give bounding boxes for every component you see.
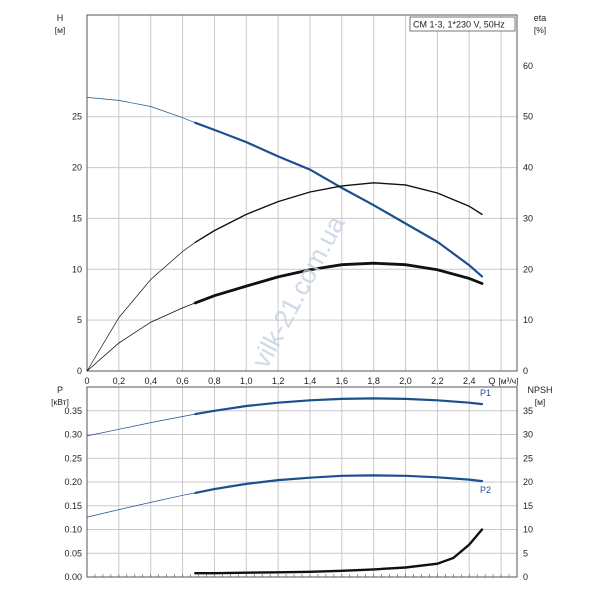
bottom-right-tick-label: 30 [523, 430, 533, 440]
top-x-tick-label: 1,0 [240, 376, 253, 386]
series-top-2-extrapolated-line [86, 302, 196, 372]
top-right-tick-label: 20 [523, 264, 533, 274]
top-right-tick-label: 50 [523, 112, 533, 122]
top-x-tick-label: 1,6 [336, 376, 349, 386]
top-x-tick-label: 1,8 [367, 376, 380, 386]
series-bottom-1-line [194, 474, 484, 494]
bottom-right-tick-label: 10 [523, 525, 533, 535]
top-x-axis-title: Q [488, 376, 495, 386]
top-left-tick-label: 10 [72, 264, 82, 274]
top-left-tick-label: 0 [77, 366, 82, 376]
top-x-tick-label: 0,4 [144, 376, 157, 386]
bottom-right-axis-unit: [м] [535, 397, 546, 407]
top-x-tick-label: 1,4 [304, 376, 317, 386]
series-top-1-extrapolated-line [86, 242, 196, 372]
bottom-left-axis-title: P [57, 385, 63, 395]
power-npsh-panel: 0.00 0.05 0.10 0.15 0.20 0.25 0.30 0.35 0 5 10 15 20… [51, 385, 552, 582]
series-label-p2: P2 [480, 485, 491, 495]
bottom-right-tick-label: 25 [523, 453, 533, 463]
top-left-tick-label: 5 [77, 315, 82, 325]
top-x-tick-label: 2,2 [431, 376, 444, 386]
bottom-left-tick-label: 0.30 [64, 430, 82, 440]
bottom-left-tick-label: 0.25 [64, 453, 82, 463]
series-top-2-line [193, 261, 484, 305]
bottom-right-axis-title: NPSH [527, 385, 552, 395]
top-right-axis-unit: [%] [534, 25, 546, 35]
series-top-0-extrapolated-line [86, 97, 196, 124]
bottom-left-tick-label: 0.15 [64, 501, 82, 511]
series-top-1-line [194, 182, 483, 243]
bottom-left-tick-label: 0.05 [64, 548, 82, 558]
curve-legend-text: CM 1-3, 1*230 V, 50Hz [413, 20, 505, 30]
top-x-tick-label: 1,2 [272, 376, 285, 386]
top-x-tick-label: 2,0 [399, 376, 412, 386]
bottom-left-tick-label: 0.00 [64, 572, 82, 582]
bottom-right-tick-label: 5 [523, 548, 528, 558]
series-bottom-0-extrapolated-line [86, 413, 196, 437]
bottom-right-tick-label: 0 [523, 572, 528, 582]
top-right-tick-label: 0 [523, 366, 528, 376]
top-x-tick-label: 2,4 [463, 376, 476, 386]
top-left-tick-label: 20 [72, 163, 82, 173]
top-left-axis-title: H [57, 13, 64, 23]
watermark-text: vilk-21.com.ua [245, 210, 350, 373]
top-x-tick-label: 0,8 [208, 376, 221, 386]
top-right-tick-label: 30 [523, 213, 533, 223]
bottom-left-tick-label: 0.35 [64, 406, 82, 416]
curve-legend-box [409, 16, 516, 32]
top-left-axis-unit: [м] [55, 25, 66, 35]
bottom-left-axis-unit: [кВт] [51, 397, 69, 407]
series-bottom-1-extrapolated-line [86, 492, 196, 518]
series-label-p1: P1 [480, 388, 491, 398]
top-right-axis-title: eta [534, 13, 547, 23]
top-x-axis-unit: [м³/ч] [498, 376, 518, 386]
top-plot-frame [86, 14, 518, 372]
top-x-tick-label: 0,6 [176, 376, 189, 386]
top-x-tick-label: 0 [84, 376, 89, 386]
bottom-right-tick-label: 15 [523, 501, 533, 511]
bottom-left-tick-label: 0.10 [64, 525, 82, 535]
top-left-tick-label: 25 [72, 112, 82, 122]
top-x-tick-label: 0,2 [113, 376, 126, 386]
performance-panel: 0 5 10 15 20 25 0 10 20 30 40 50 60 H [м] eta [%] 0 0,2 0,4… [55, 13, 547, 386]
bottom-left-tick-label: 0.20 [64, 477, 82, 487]
top-right-tick-label: 10 [523, 315, 533, 325]
bottom-right-tick-label: 20 [523, 477, 533, 487]
series-bottom-2-line [194, 528, 484, 575]
top-right-tick-label: 40 [523, 163, 533, 173]
top-left-tick-label: 15 [72, 213, 82, 223]
series-bottom-0-line [194, 397, 484, 416]
bottom-right-tick-label: 35 [523, 406, 533, 416]
series-top-0-line [194, 121, 484, 278]
top-right-tick-label: 60 [523, 61, 533, 71]
